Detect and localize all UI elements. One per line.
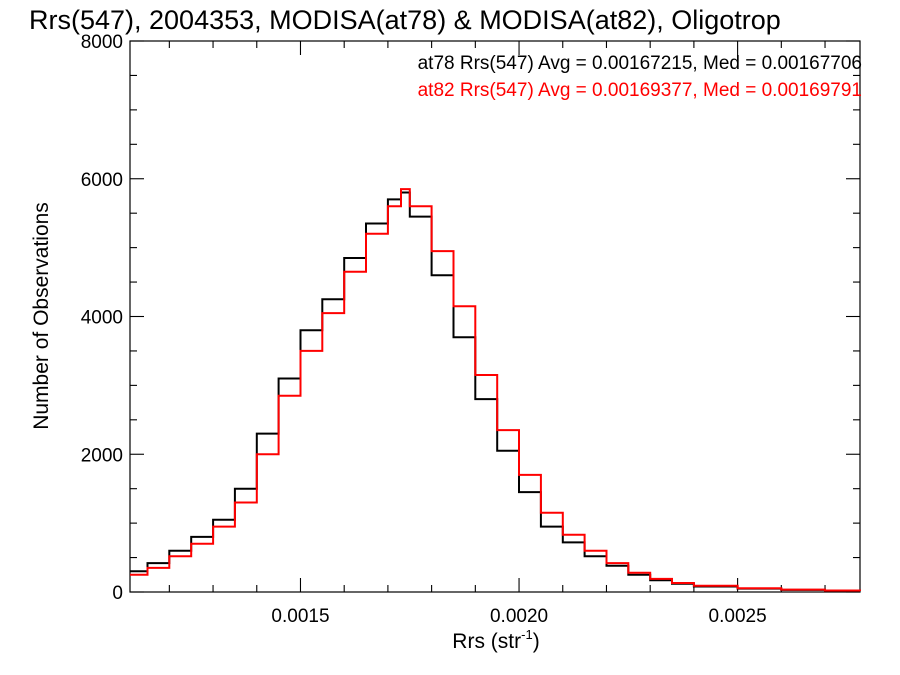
x-axis-label-superscript: -1: [521, 627, 533, 642]
chart-title: Rrs(547), 2004353, MODISA(at78) & MODISA…: [29, 5, 781, 35]
y-tick-label: 2000: [81, 445, 123, 466]
x-tick-label: 0.0015: [271, 606, 329, 627]
y-tick-label: 0: [112, 583, 123, 604]
x-axis-label-text: Rrs (str: [452, 630, 521, 653]
y-tick-label: 4000: [81, 308, 123, 329]
x-tick-label: 0.0025: [709, 606, 767, 627]
series-line-at78: [130, 191, 861, 592]
y-axis-label: Number of Observations: [30, 202, 53, 430]
series-line-at82: [130, 188, 861, 592]
y-tick-label: 6000: [81, 170, 123, 191]
x-axis-label: Rrs (str-1): [452, 627, 539, 653]
series-group: [130, 188, 861, 592]
legend-entry-at78: at78 Rrs(547) Avg = 0.00167215, Med = 0.…: [418, 53, 862, 74]
plot-frame: [129, 40, 861, 593]
x-tick-label: 0.0020: [490, 606, 548, 627]
y-axis: 0 2000 4000 6000 8000: [81, 32, 860, 604]
legend-entry-at82: at82 Rrs(547) Avg = 0.00169377, Med = 0.…: [418, 80, 862, 101]
y-tick-label: 8000: [81, 32, 123, 53]
x-axis-label-close: ): [533, 630, 540, 653]
x-axis: 0.0015 0.0020 0.0025: [168, 41, 826, 627]
